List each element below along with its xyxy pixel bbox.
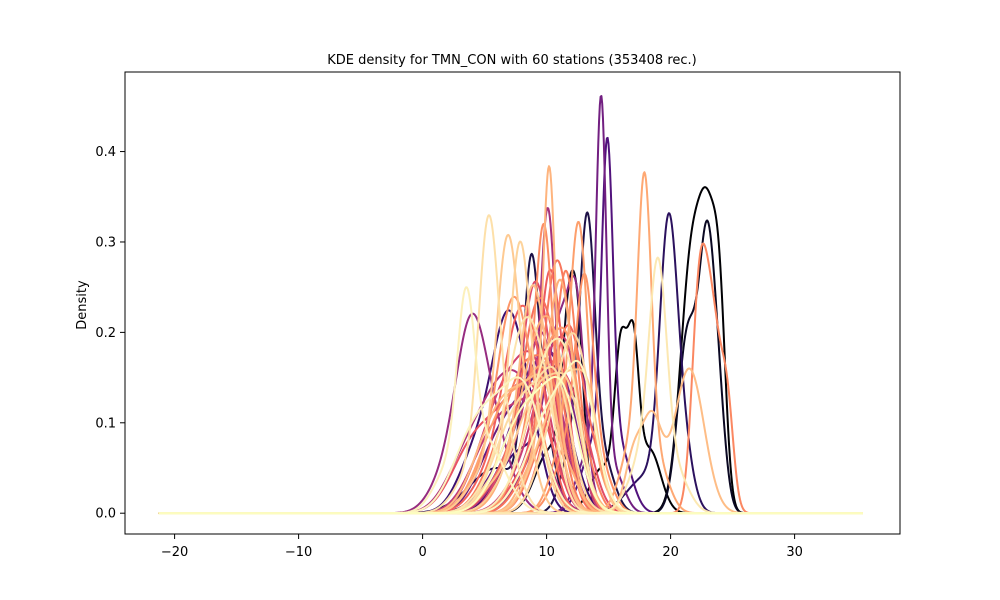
x-axis: −20 −10 0 10 20 30 — [161, 534, 803, 560]
y-tick-label: 0.3 — [95, 235, 116, 250]
x-tick-label: 20 — [662, 545, 679, 560]
x-tick-label: 0 — [418, 545, 426, 560]
x-tick-label: −10 — [285, 545, 312, 560]
y-tick-label: 0.1 — [95, 416, 116, 431]
series-line-60 — [158, 375, 864, 515]
y-axis: 0.0 0.1 0.2 0.3 0.4 — [95, 145, 125, 522]
x-tick-label: −20 — [161, 545, 188, 560]
plot-frame — [124, 71, 901, 535]
y-tick-label: 0.2 — [95, 326, 116, 341]
x-tick-label: 10 — [538, 545, 555, 560]
y-tick-label: 0.4 — [95, 145, 116, 160]
y-axis-label: Density — [75, 280, 90, 330]
y-tick-label: 0.0 — [95, 507, 116, 522]
plot-lines — [158, 95, 864, 515]
x-tick-label: 30 — [786, 545, 803, 560]
chart-title: KDE density for TMN_CON with 60 stations… — [327, 53, 697, 68]
